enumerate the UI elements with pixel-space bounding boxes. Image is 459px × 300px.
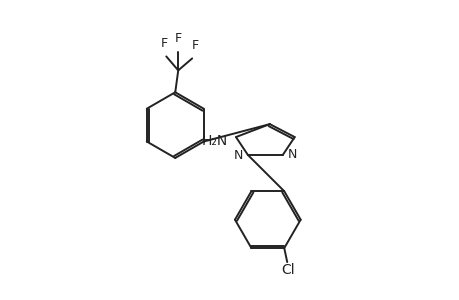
Text: F: F <box>174 32 181 46</box>
Text: F: F <box>191 40 198 52</box>
Text: N: N <box>287 148 297 161</box>
Text: Cl: Cl <box>281 263 294 277</box>
Text: H₂N: H₂N <box>202 134 228 148</box>
Text: N: N <box>233 149 242 163</box>
Text: F: F <box>160 38 168 50</box>
